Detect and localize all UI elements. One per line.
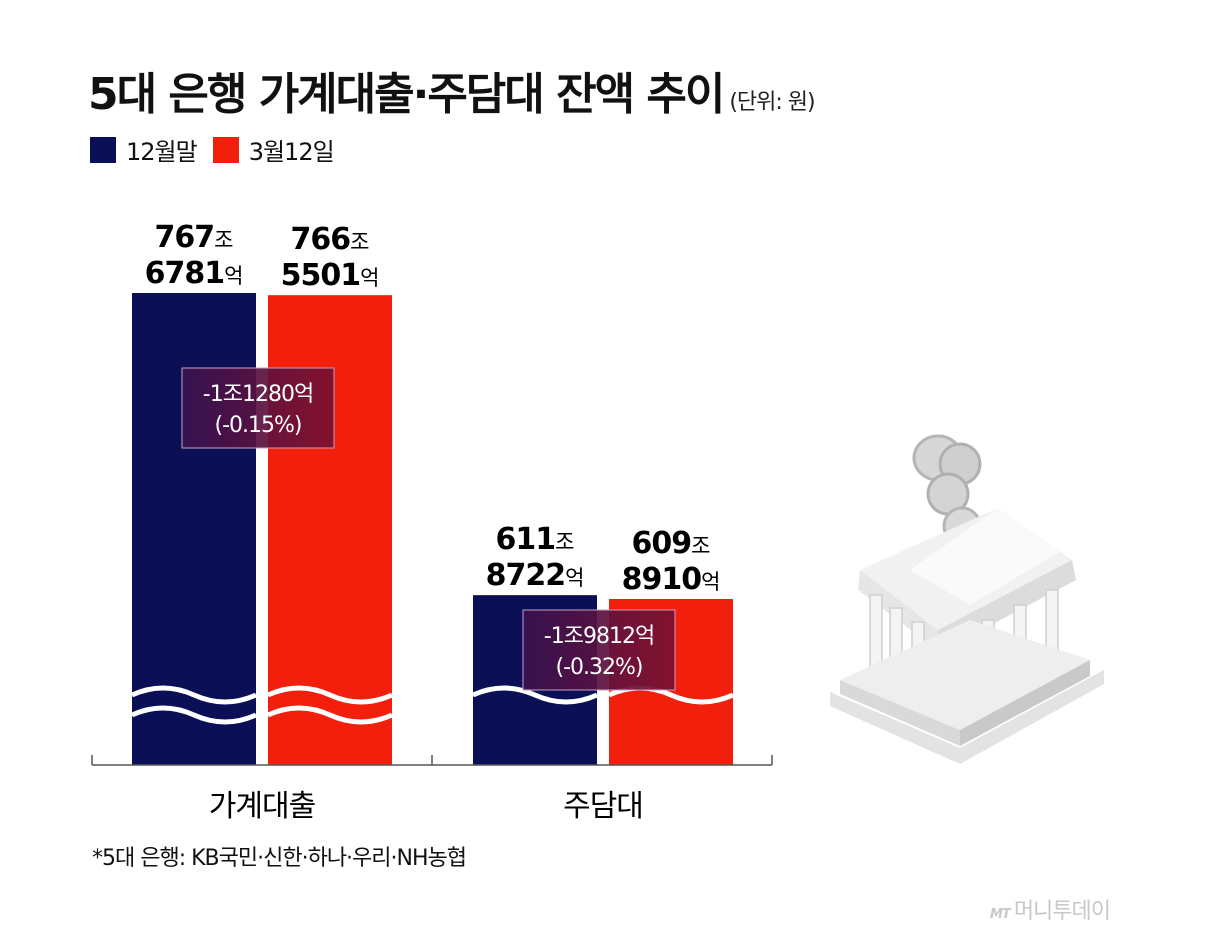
difference-pct-1: (-0.32%): [556, 655, 643, 680]
bank-with-coins-icon: [830, 434, 1104, 764]
legend-label-dec: 12월말: [126, 138, 198, 166]
category-label-0: 가계대출: [209, 789, 315, 824]
data-label-0-0-line2: 6781억: [145, 256, 244, 291]
difference-amount-1: -1조9812억: [544, 624, 654, 649]
difference-amount-0: -1조1280억: [203, 382, 313, 407]
chart-title: 5대 은행 가계대출·주담대 잔액 추이 (단위: 원): [88, 58, 816, 122]
axis-break-mark: [130, 685, 258, 705]
data-label-0-1-line2: 5501억: [281, 258, 380, 293]
axis-break-mark: [266, 705, 394, 725]
axis-layer: [91, 755, 773, 766]
axis-break-mark: [471, 685, 599, 705]
source-mark: MT: [990, 907, 1011, 922]
source-logo: MT 머니투데이: [990, 893, 1111, 925]
axis-break-mark: [266, 685, 394, 705]
legend-label-mar: 3월12일: [248, 138, 335, 166]
axis-break-mark: [130, 705, 258, 725]
data-label-1-1: 609조: [632, 526, 711, 561]
legend-swatch-dec: [90, 136, 116, 163]
unit-label: (단위: 원): [729, 90, 815, 115]
legend-item-mar: 3월12일: [212, 132, 335, 167]
source-name: 머니투데이: [1013, 899, 1111, 924]
category-label-1: 주담대: [563, 789, 643, 824]
difference-box-0: [181, 367, 335, 449]
data-label-1-0-line2: 8722억: [486, 558, 585, 593]
title-text: 5대 은행 가계대출·주담대 잔액 추이: [88, 69, 725, 120]
data-label-0-0: 767조: [155, 220, 234, 255]
difference-pct-0: (-0.15%): [215, 413, 302, 438]
difference-box-1: [522, 609, 676, 691]
legend-item-dec: 12월말: [90, 132, 198, 167]
data-label-1-1-line2: 8910억: [622, 562, 721, 597]
legend-swatch-mar: [212, 136, 239, 163]
data-label-0-1: 766조: [291, 222, 370, 257]
footnote: *5대 은행: KB국민·신한·하나·우리·NH농협: [92, 846, 467, 871]
data-label-1-0: 611조: [496, 522, 575, 557]
legend: 12월말 3월12일: [90, 132, 350, 167]
